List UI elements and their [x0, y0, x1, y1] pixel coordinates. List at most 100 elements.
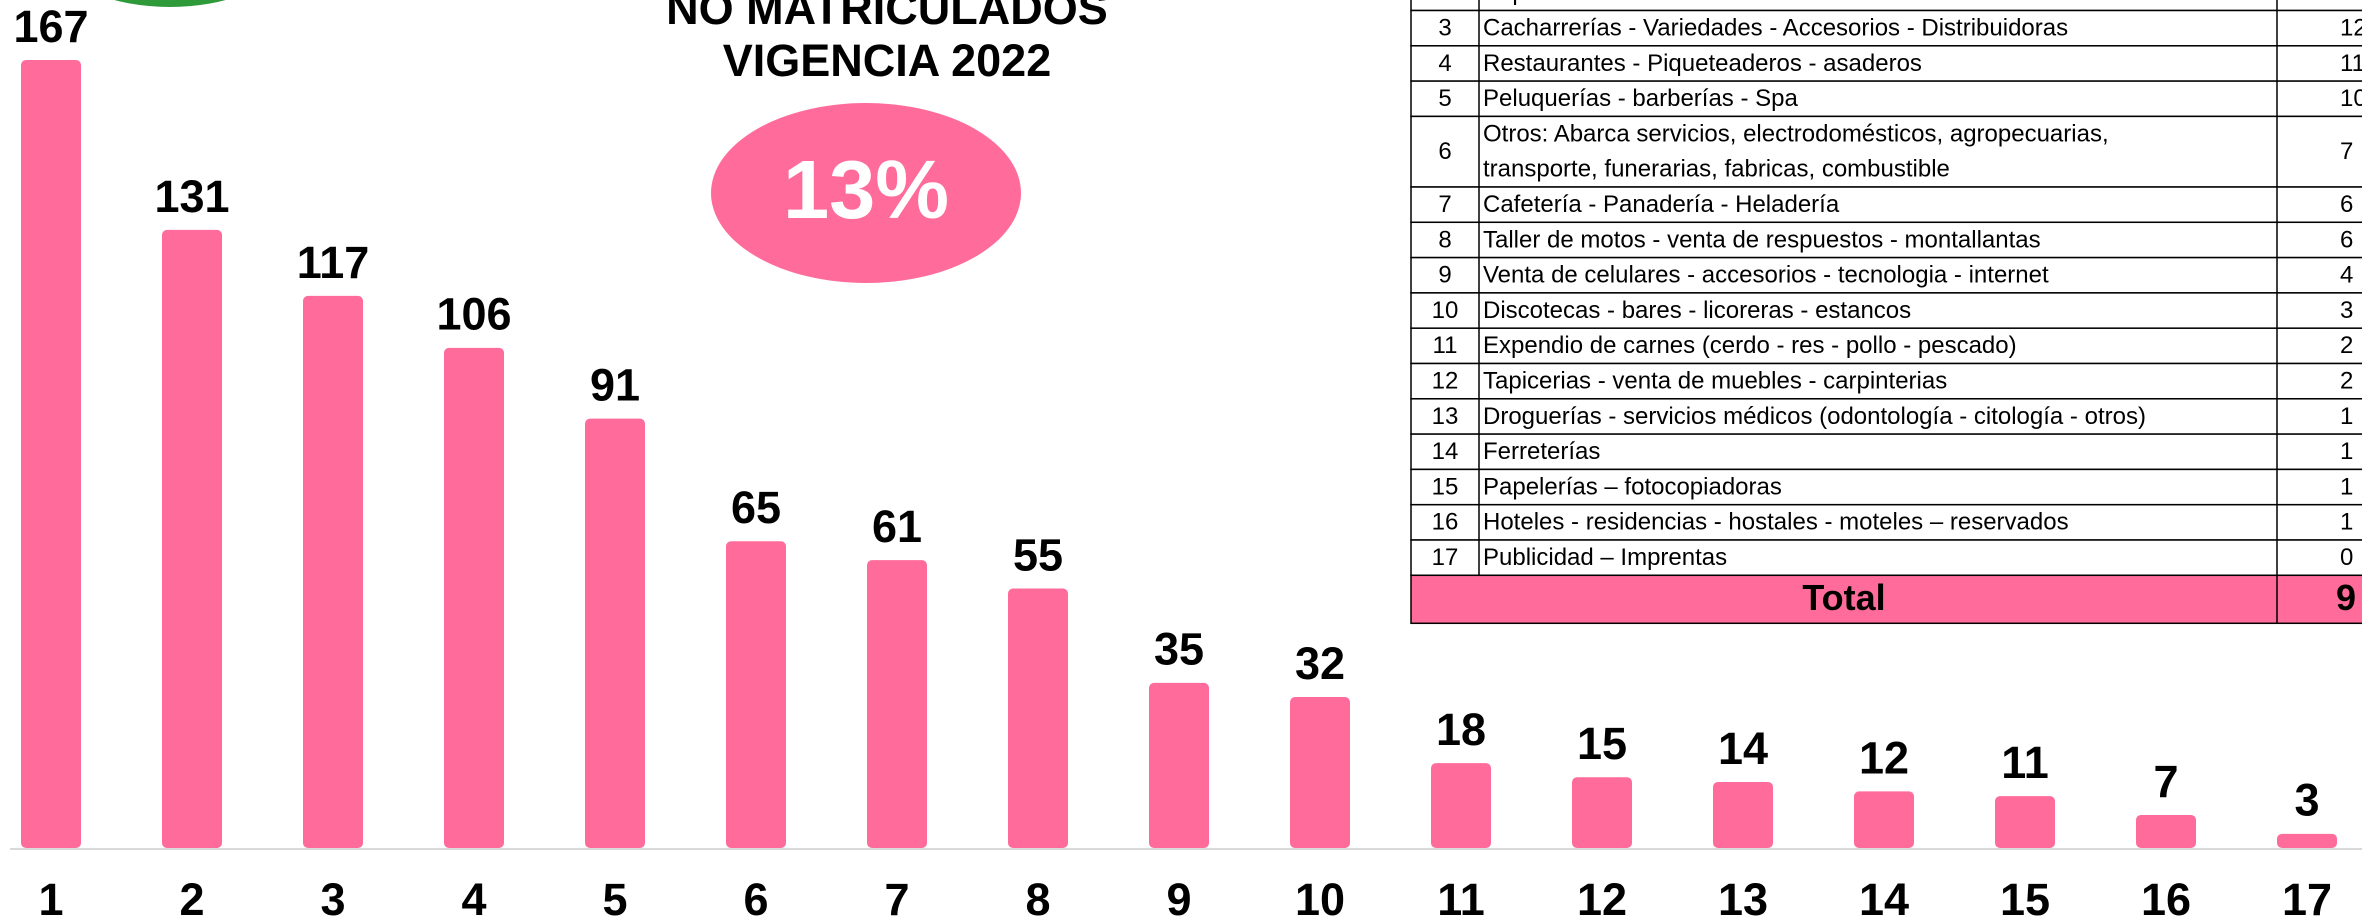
data-label: 14 — [1718, 723, 1768, 774]
data-label: 32 — [1295, 638, 1345, 689]
data-label: 7 — [2153, 756, 2178, 807]
x-tick-label: 1 — [38, 874, 63, 924]
row-number: 12 — [1432, 367, 1459, 394]
row-text: Cacharrerías - Variedades - Accesorios -… — [1483, 14, 2068, 41]
data-label: 11 — [2001, 737, 2049, 788]
row-number: 9 — [1438, 262, 1451, 289]
row-value: 4 — [2340, 262, 2353, 289]
data-label: 65 — [731, 482, 781, 533]
table-row — [1410, 433, 2362, 471]
bar — [1713, 781, 1773, 848]
x-tick-label: 9 — [1166, 874, 1191, 924]
table-row — [1410, 362, 2362, 400]
row-text: Otros: Abarca servicios, electrodoméstic… — [1483, 120, 2109, 147]
table-row — [1410, 398, 2362, 435]
row-value: 11 — [2340, 50, 2362, 77]
badge — [711, 103, 1021, 283]
x-tick-label: 3 — [320, 874, 345, 924]
bar — [2277, 833, 2337, 848]
row-number: 4 — [1438, 50, 1451, 77]
bar — [726, 541, 786, 848]
row-value: 2 — [2340, 367, 2353, 394]
row-value: 12 — [2340, 14, 2362, 41]
data-label: 3 — [2294, 775, 2319, 826]
total-label: Total — [1802, 577, 1885, 618]
row-number: 8 — [1438, 226, 1451, 253]
badge-text: 13% — [783, 143, 949, 236]
row-value: 6 — [2340, 191, 2353, 218]
row-text: Peluquerías - barberías - Spa — [1483, 85, 1798, 112]
table-row — [1410, 186, 2362, 224]
x-tick-label: 13 — [1718, 874, 1768, 924]
data-label: 61 — [872, 501, 922, 552]
row-number: 17 — [1432, 544, 1459, 571]
x-tick-label: 16 — [2141, 874, 2191, 924]
bar — [303, 295, 363, 849]
data-label: 55 — [1013, 529, 1063, 580]
table-row — [1410, 80, 2362, 118]
data-label: 15 — [1577, 718, 1627, 769]
row-number: 7 — [1438, 191, 1451, 218]
bar — [1008, 588, 1068, 848]
x-tick-label: 5 — [602, 874, 627, 924]
table-row — [1410, 256, 2362, 294]
bar — [1290, 697, 1350, 848]
data-label: 12 — [1859, 732, 1909, 783]
row-number: 16 — [1432, 509, 1459, 536]
x-tick-label: 14 — [1859, 874, 1909, 924]
x-tick-label: 15 — [2000, 874, 2050, 924]
x-tick-label: 7 — [884, 874, 909, 924]
bar — [162, 229, 222, 848]
x-tick-label: 12 — [1577, 874, 1627, 924]
table-row — [1410, 327, 2362, 365]
row-text: Restaurantes - Piqueteaderos - asaderos — [1483, 50, 1922, 77]
row-text: transporte, funerarias, fabricas, combus… — [1483, 156, 1950, 183]
row-text: Supermercados - Tiendas - Autoservicios … — [1483, 0, 2091, 6]
row-number: 5 — [1438, 85, 1451, 112]
table-row — [1410, 292, 2362, 329]
data-label: 117 — [297, 237, 370, 288]
data-label: 106 — [436, 289, 511, 340]
row-value: 1 — [2340, 438, 2353, 465]
table-row — [1410, 468, 2362, 506]
row-value: 3 — [2340, 297, 2353, 324]
row-number: 13 — [1432, 403, 1459, 430]
row-text: Publicidad – Imprentas — [1483, 544, 1727, 571]
row-value: 10 — [2340, 85, 2362, 112]
row-number: 3 — [1438, 14, 1451, 41]
bar — [1572, 777, 1632, 848]
row-number: 2 — [1438, 0, 1451, 6]
row-number: 10 — [1432, 297, 1459, 324]
row-value: 2 — [2340, 332, 2353, 359]
table-row — [1410, 503, 2362, 541]
row-value: 0 — [2340, 544, 2353, 571]
row-value: 7 — [2340, 138, 2353, 165]
x-tick-label: 10 — [1295, 874, 1345, 924]
row-text: Taller de motos - venta de respuestos - … — [1483, 226, 2041, 253]
row-number: 14 — [1432, 438, 1459, 465]
row-text: Expendio de carnes (cerdo - res - pollo … — [1483, 332, 2017, 359]
row-value: 1 — [2340, 473, 2353, 500]
x-tick-label: 2 — [179, 874, 204, 924]
row-text: Discotecas - bares - licoreras - estanco… — [1483, 297, 1911, 324]
row-number: 11 — [1433, 332, 1458, 359]
bar — [2136, 814, 2196, 848]
logo-badge — [95, 0, 245, 13]
x-tick-label: 6 — [743, 874, 768, 924]
row-text: Venta de celulares - accesorios - tecnol… — [1483, 262, 2049, 289]
row-value: 1 — [2340, 509, 2353, 536]
bar — [1995, 796, 2055, 848]
table-row — [1410, 115, 2362, 188]
row-text: Papelerías – fotocopiadoras — [1483, 473, 1782, 500]
bar — [1854, 791, 1914, 848]
bar — [1431, 763, 1491, 848]
x-tick-label: 11 — [1437, 874, 1485, 924]
bar — [1149, 682, 1209, 848]
row-text: Tapicerias - venta de muebles - carpinte… — [1483, 367, 1947, 394]
row-text: Cafetería - Panadería - Heladería — [1483, 191, 1840, 218]
chart-title: NO MATRICULADOS — [666, 0, 1108, 34]
data-label: 18 — [1436, 704, 1486, 755]
row-text: Droguerías - servicios médicos (odontolo… — [1483, 403, 2146, 430]
row-value: 6 — [2340, 226, 2353, 253]
x-tick-label: 4 — [461, 874, 486, 924]
